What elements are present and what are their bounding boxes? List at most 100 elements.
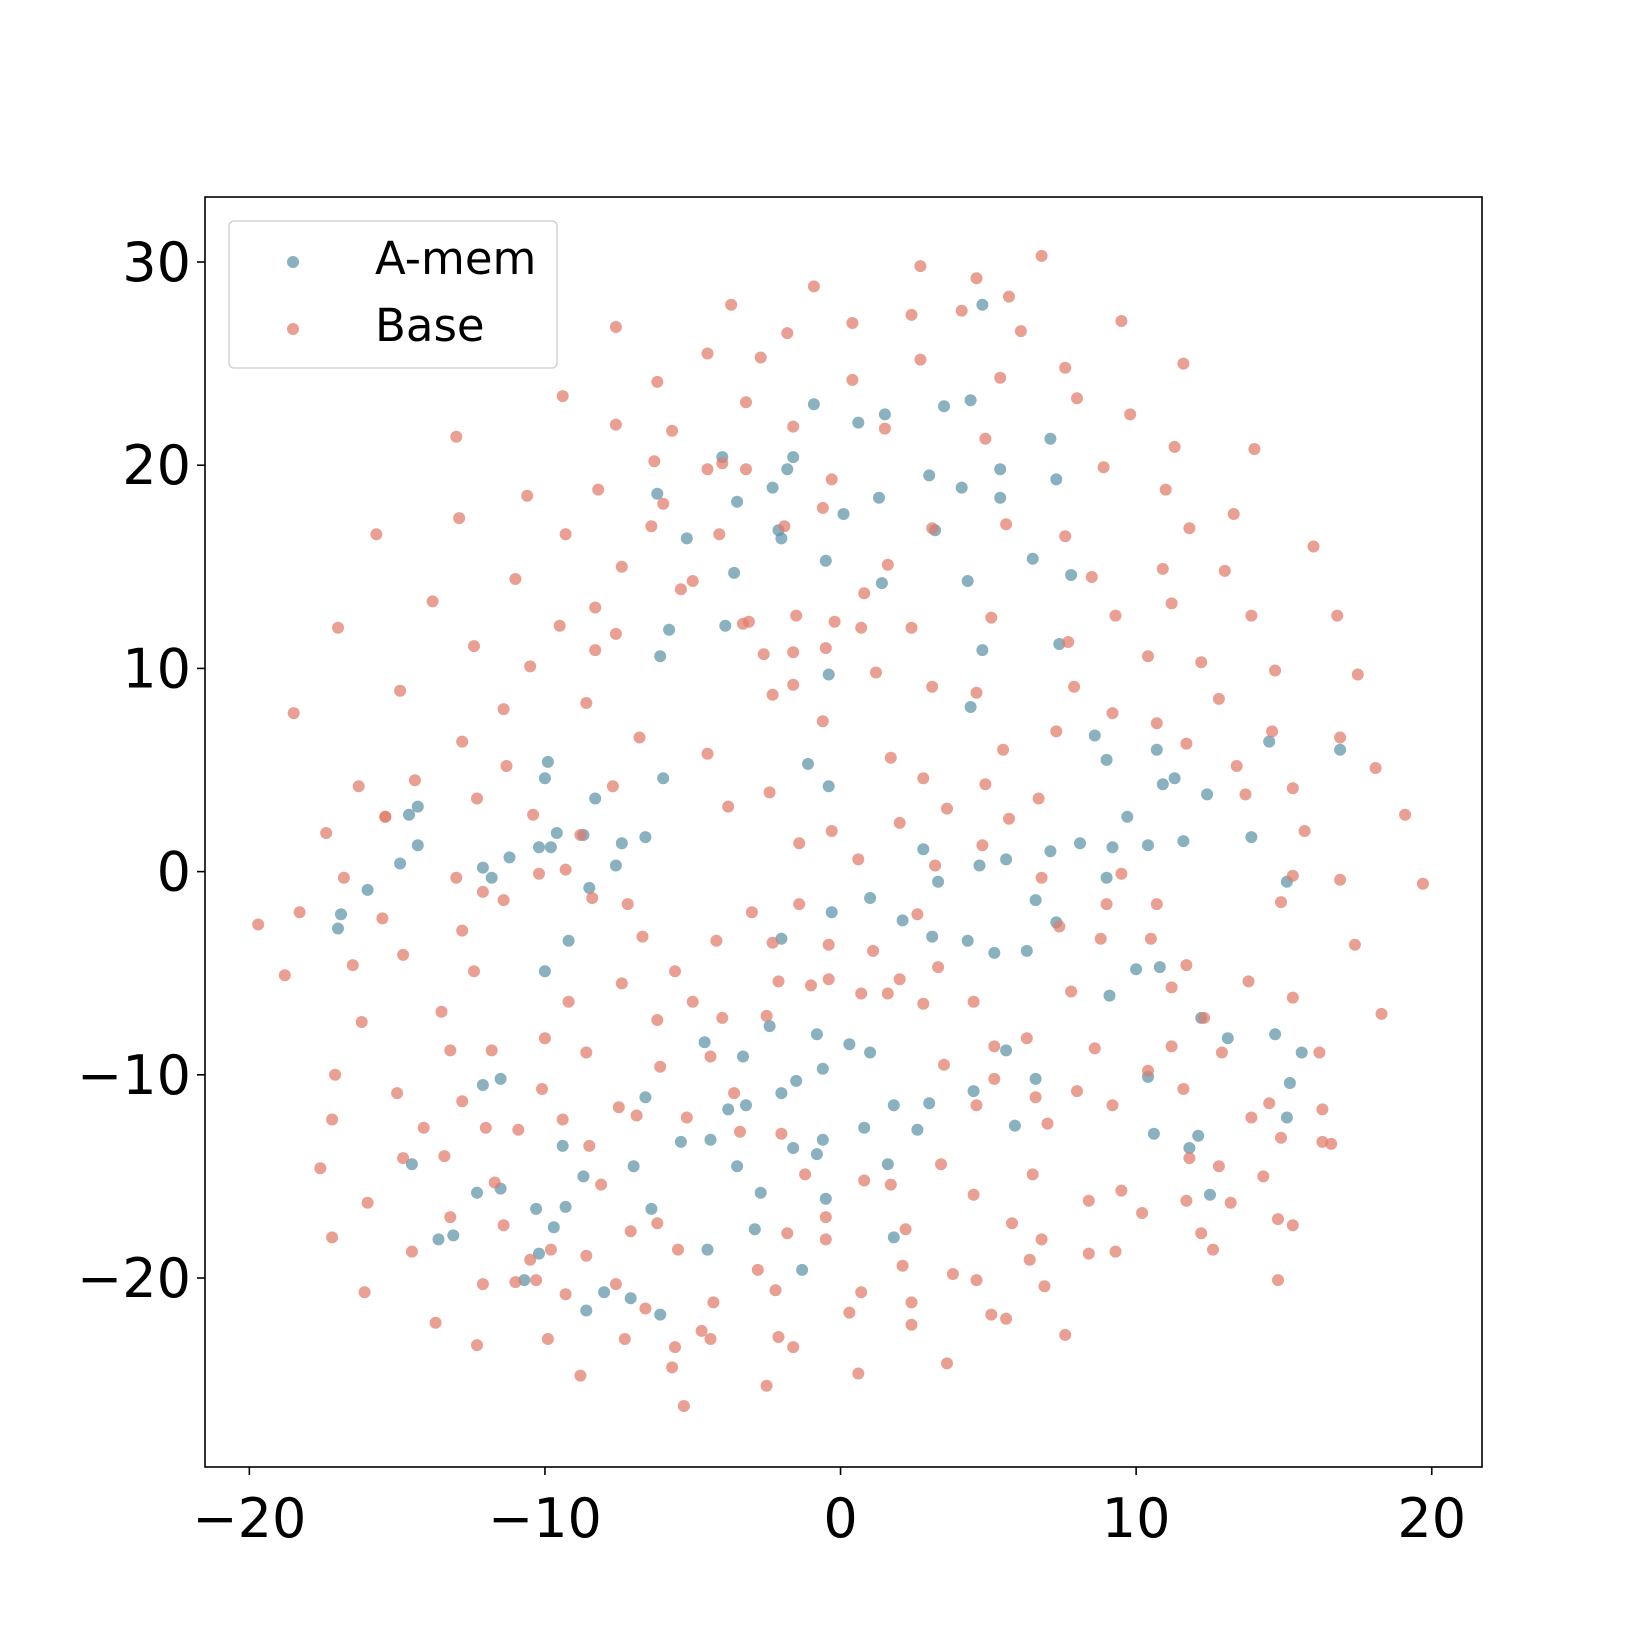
- data-point: [923, 469, 936, 482]
- data-point: [1286, 991, 1299, 1004]
- data-point: [997, 743, 1010, 756]
- data-point: [713, 528, 726, 541]
- data-point: [704, 1050, 717, 1063]
- data-point: [822, 973, 835, 986]
- data-point: [556, 1139, 569, 1152]
- data-point: [896, 914, 909, 927]
- data-point: [1106, 841, 1119, 854]
- data-point: [476, 861, 489, 874]
- data-point: [964, 701, 977, 713]
- data-point: [1068, 680, 1081, 693]
- data-point: [1183, 1152, 1196, 1165]
- data-point: [926, 522, 939, 535]
- data-point: [819, 1233, 832, 1246]
- data-point: [807, 280, 820, 293]
- data-point: [935, 1158, 947, 1171]
- data-point: [881, 987, 894, 1000]
- data-point: [1003, 812, 1015, 825]
- data-point: [816, 715, 829, 728]
- data-point: [541, 1333, 554, 1345]
- data-point: [1331, 609, 1344, 622]
- data-point: [1316, 1103, 1329, 1116]
- data-point: [609, 418, 622, 431]
- plot-frame: [204, 196, 1483, 1468]
- data-point: [320, 827, 333, 839]
- data-point: [1026, 552, 1039, 565]
- data-point: [530, 1274, 543, 1287]
- data-point: [503, 851, 516, 864]
- data-point: [1100, 871, 1113, 884]
- data-point: [988, 1072, 1001, 1085]
- data-point: [612, 1101, 625, 1114]
- data-point: [964, 394, 977, 407]
- data-point: [521, 489, 534, 502]
- data-point: [941, 1357, 953, 1370]
- data-point: [751, 1263, 764, 1276]
- data-point: [884, 751, 897, 764]
- data-point: [716, 457, 729, 470]
- data-point: [1144, 932, 1157, 945]
- data-point: [287, 707, 300, 720]
- data-point: [1224, 1196, 1237, 1209]
- data-point: [1325, 1137, 1338, 1150]
- data-point: [1142, 839, 1154, 852]
- data-point: [905, 308, 918, 321]
- data-point: [704, 1333, 717, 1345]
- data-point: [1227, 508, 1240, 520]
- data-point: [745, 906, 758, 919]
- data-point: [1050, 473, 1063, 486]
- data-point: [754, 351, 767, 364]
- data-point: [1207, 1243, 1219, 1256]
- data-point: [1180, 959, 1193, 972]
- data-point: [1044, 845, 1057, 858]
- data-point: [509, 573, 522, 585]
- data-point: [1023, 1253, 1036, 1266]
- data-point: [1150, 743, 1163, 756]
- data-point: [1245, 831, 1258, 844]
- data-point: [609, 859, 622, 872]
- data-point: [488, 1176, 501, 1189]
- data-point: [731, 1160, 744, 1173]
- data-point: [544, 1243, 557, 1256]
- series-a-mem: [332, 298, 1347, 1321]
- data-point: [456, 924, 469, 937]
- data-point: [1248, 443, 1261, 455]
- points-layer: [252, 249, 1429, 1412]
- data-point: [326, 1231, 339, 1244]
- data-point: [1147, 1127, 1160, 1140]
- data-point: [917, 843, 930, 856]
- data-point: [766, 481, 779, 494]
- data-point: [825, 473, 838, 486]
- data-point: [772, 1331, 785, 1343]
- data-point: [740, 396, 752, 409]
- data-point: [884, 1178, 897, 1191]
- data-point: [946, 1268, 959, 1280]
- data-point: [456, 1095, 469, 1108]
- data-point: [1106, 707, 1119, 720]
- data-point: [533, 867, 545, 880]
- y-tick-label: 10: [122, 637, 191, 700]
- x-tick-label: 0: [823, 1487, 857, 1550]
- data-point: [1212, 692, 1225, 705]
- data-point: [731, 495, 744, 508]
- data-point: [855, 621, 868, 634]
- data-point: [447, 1229, 460, 1242]
- data-point: [657, 497, 670, 510]
- data-point: [810, 1028, 823, 1041]
- data-point: [787, 1341, 800, 1354]
- data-point: [471, 1186, 483, 1199]
- data-point: [988, 1040, 1001, 1053]
- data-point: [352, 780, 365, 793]
- data-point: [609, 321, 622, 333]
- data-point: [379, 810, 392, 823]
- data-point: [666, 1361, 679, 1374]
- data-point: [938, 1058, 950, 1071]
- data-point: [917, 997, 930, 1010]
- data-point: [1245, 1111, 1258, 1124]
- data-point: [403, 808, 415, 821]
- data-point: [819, 1192, 832, 1205]
- data-point: [1150, 717, 1163, 730]
- data-point: [654, 1308, 667, 1321]
- data-point: [905, 1296, 918, 1309]
- data-point: [580, 697, 593, 709]
